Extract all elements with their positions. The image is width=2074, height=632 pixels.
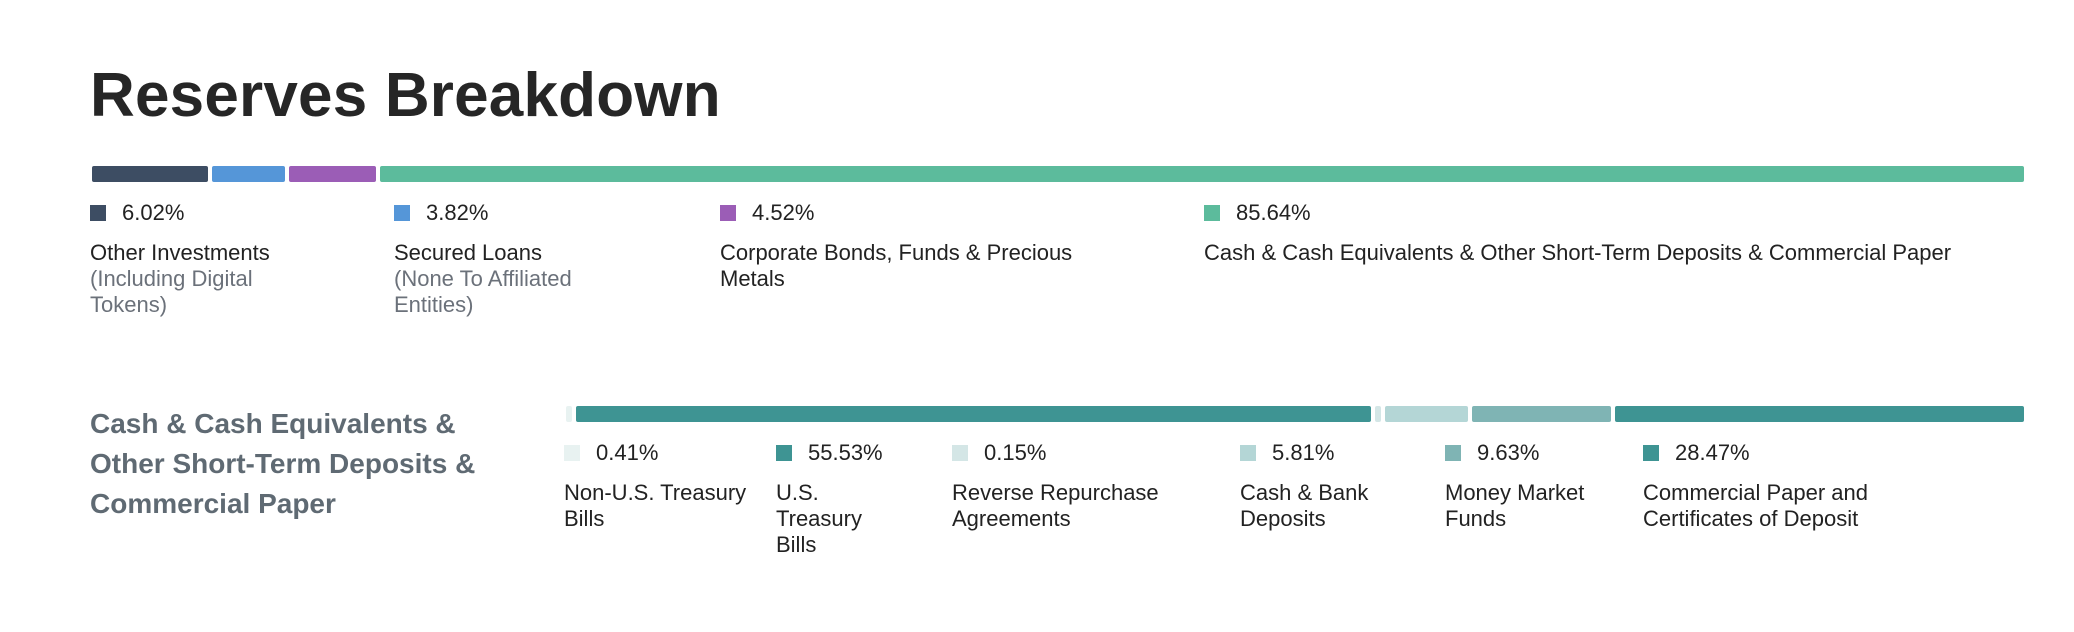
legend-percent: 55.53% [808, 440, 883, 465]
swatch-us-treasury-bills [776, 445, 792, 461]
legend-item-commercial-paper: 28.47% Commercial Paper and Certificates… [1643, 438, 1903, 532]
bar-segment-us-treasury-bills [576, 406, 1371, 422]
legend-label: Cash & Bank Deposits [1240, 480, 1369, 531]
legend-percent: 0.15% [984, 440, 1047, 465]
legend-label: Corporate Bonds, Funds & Precious Metals [720, 240, 1073, 291]
legend-sublabel: (None To Affiliated Entities) [394, 266, 572, 317]
legend-percent: 5.81% [1272, 440, 1335, 465]
legend-percent: 4.52% [752, 200, 815, 225]
swatch-secured-loans [394, 205, 410, 221]
legend-label: Other Investments [90, 240, 270, 265]
legend-label: Reverse Repurchase Agreements [952, 480, 1159, 531]
legend-item-other-investments: 6.02% Other Investments (Including Digit… [90, 198, 310, 318]
bar-segment-corporate-bonds [288, 166, 376, 182]
swatch-reverse-repo [952, 445, 968, 461]
breakdown-title: Cash & Cash Equivalents & Other Short-Te… [90, 408, 476, 519]
bar-segment-cash-equivalents [379, 166, 2024, 182]
legend-item-secured-loans: 3.82% Secured Loans (None To Affiliated … [394, 198, 624, 318]
legend-item-us-treasury-bills: 55.53% U.S. Treasury Bills [776, 438, 886, 558]
legend-percent: 85.64% [1236, 200, 1311, 225]
bar-segment-reverse-repo [1374, 406, 1381, 422]
legend-percent: 28.47% [1675, 440, 1750, 465]
legend-item-reverse-repo: 0.15% Reverse Repurchase Agreements [952, 438, 1212, 532]
legend-label: Commercial Paper and Certificates of Dep… [1643, 480, 1868, 531]
bar-segment-non-us-treasury-bills [566, 406, 572, 422]
bar-segment-secured-loans [211, 166, 285, 182]
legend-label: Cash & Cash Equivalents & Other Short-Te… [1204, 240, 1952, 265]
swatch-corporate-bonds [720, 205, 736, 221]
legend-label: U.S. Treasury Bills [776, 480, 862, 557]
reserves-stacked-bar [92, 166, 2024, 182]
legend-label: Non-U.S. Treasury Bills [564, 480, 747, 531]
swatch-cash-bank-deposits [1240, 445, 1256, 461]
swatch-non-us-treasury-bills [564, 445, 580, 461]
swatch-money-market-funds [1445, 445, 1461, 461]
legend-label: Money Market Funds [1445, 480, 1585, 531]
cash-breakdown-stacked-bar [566, 406, 2024, 422]
legend-sublabel: (Including Digital Tokens) [90, 266, 253, 317]
legend-percent: 6.02% [122, 200, 185, 225]
page-title: Reserves Breakdown [90, 61, 721, 130]
legend-item-corporate-bonds: 4.52% Corporate Bonds, Funds & Precious … [720, 198, 1120, 292]
swatch-cash-equivalents [1204, 205, 1220, 221]
swatch-other-investments [90, 205, 106, 221]
legend-percent: 0.41% [596, 440, 659, 465]
bar-segment-money-market-funds [1472, 406, 1611, 422]
bar-segment-cash-bank-deposits [1384, 406, 1469, 422]
legend-item-cash-bank-deposits: 5.81% Cash & Bank Deposits [1240, 438, 1400, 532]
legend-percent: 9.63% [1477, 440, 1540, 465]
legend-item-money-market-funds: 9.63% Money Market Funds [1445, 438, 1620, 532]
swatch-commercial-paper [1643, 445, 1659, 461]
legend-percent: 3.82% [426, 200, 489, 225]
bar-segment-commercial-paper [1614, 406, 2024, 422]
legend-item-cash-equivalents: 85.64% Cash & Cash Equivalents & Other S… [1204, 198, 1964, 266]
legend-label: Secured Loans [394, 240, 542, 265]
bar-segment-other-investments [92, 166, 208, 182]
legend-item-non-us-treasury-bills: 0.41% Non-U.S. Treasury Bills [564, 438, 754, 532]
